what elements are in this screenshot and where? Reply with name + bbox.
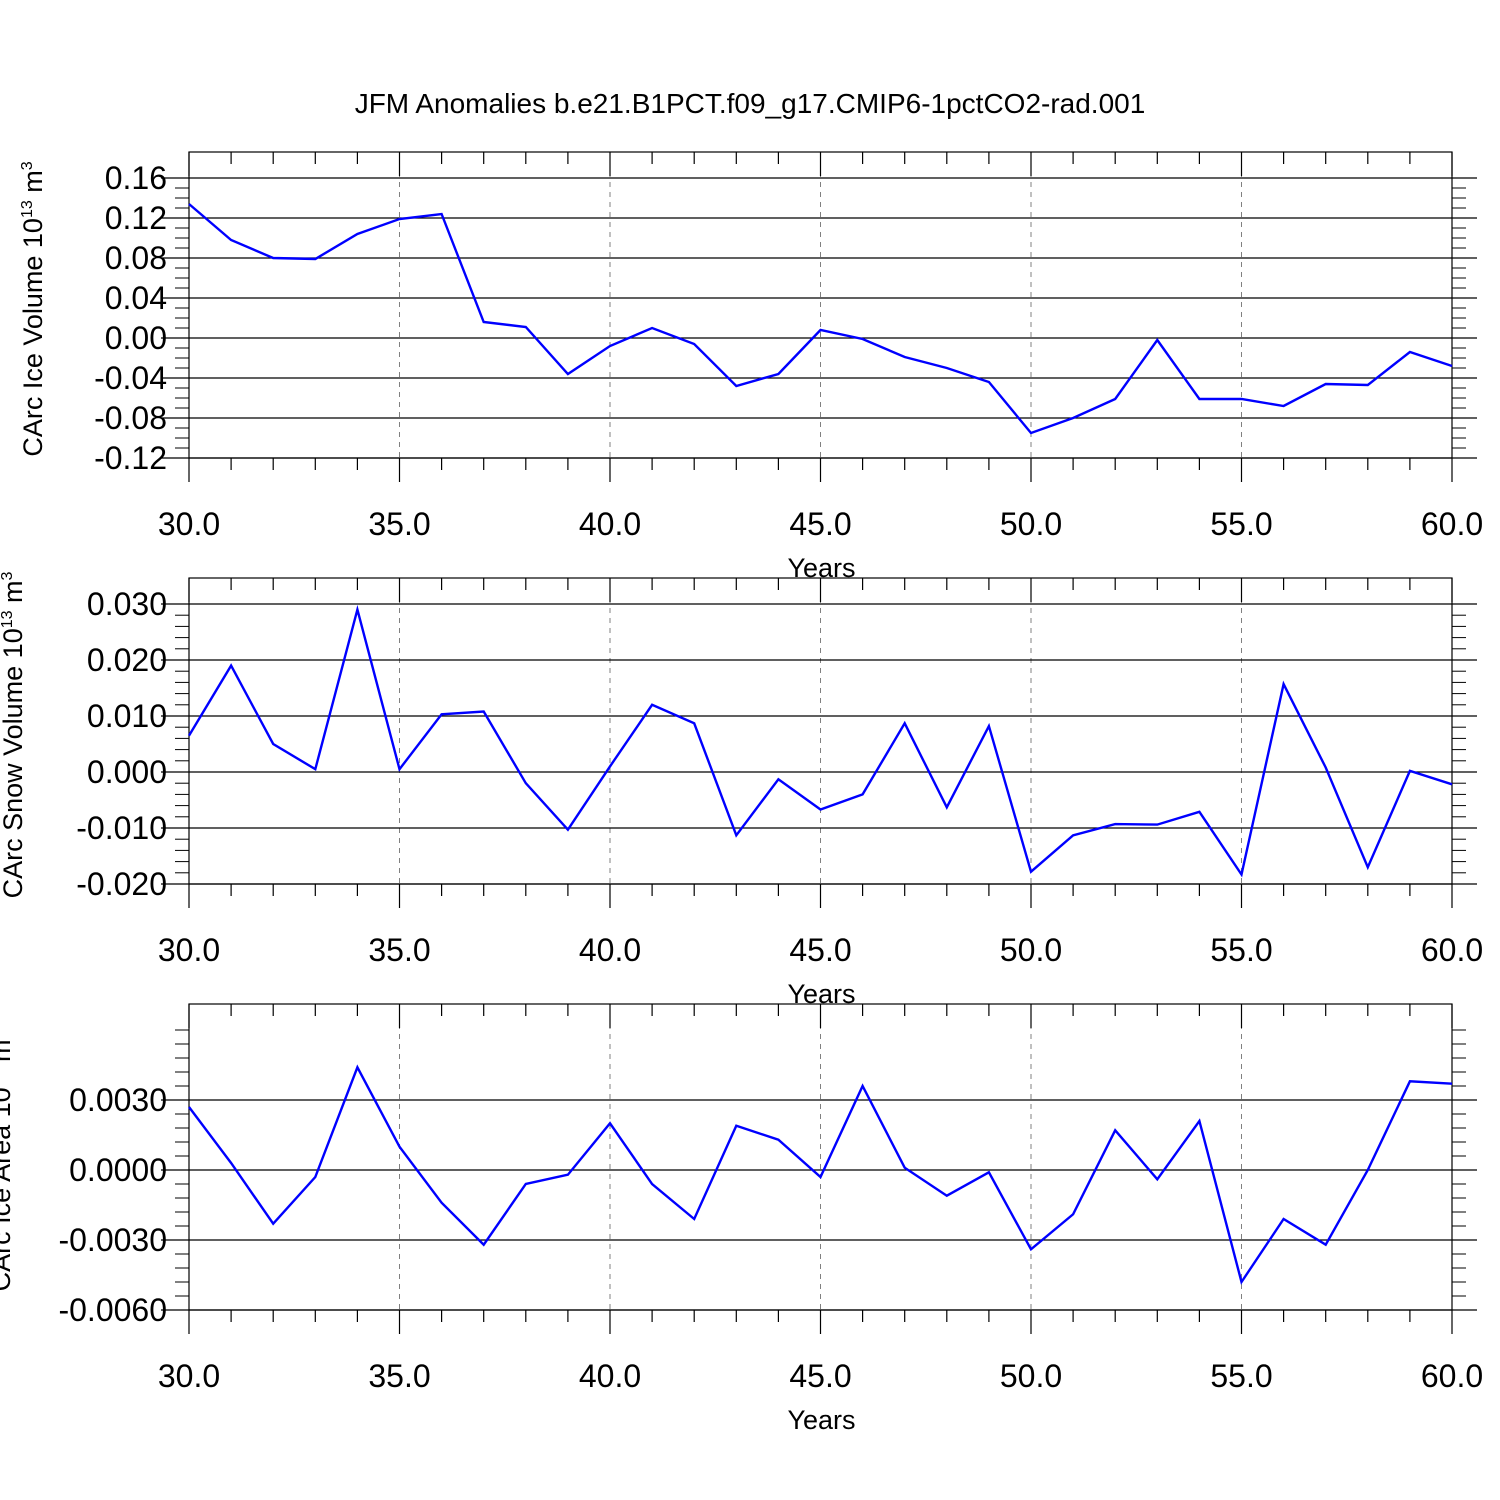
y-tick-label: 0.010 — [87, 698, 167, 734]
x-tick-label: 50.0 — [1000, 932, 1062, 968]
x-tick-label: 50.0 — [1000, 1358, 1062, 1394]
x-tick-label: 40.0 — [579, 932, 641, 968]
y-tick-label: 0.0030 — [69, 1082, 167, 1118]
y-axis-label: CArc Ice Volume 1013 m3 — [18, 161, 48, 456]
panel-1: 30.0 35.0 40.0 45.0 50.0 55.0 60.0 -0.12 -0.08 -0… — [18, 151, 1483, 583]
x-tick-label: 60.0 — [1421, 1358, 1483, 1394]
x-tick-label: 55.0 — [1210, 932, 1272, 968]
y-tick-label: -0.04 — [94, 360, 167, 396]
x-tick-label: 55.0 — [1210, 506, 1272, 542]
y-tick-label: -0.010 — [76, 810, 167, 846]
x-tick-label: 30.0 — [158, 506, 220, 542]
y-tick-label: 0.12 — [105, 200, 167, 236]
y-tick-label: 0.00 — [105, 320, 167, 356]
x-tick-label: 45.0 — [789, 932, 851, 968]
x-tick-label: 60.0 — [1421, 506, 1483, 542]
y-tick-label: -0.08 — [94, 400, 167, 436]
chart-title: JFM Anomalies b.e21.B1PCT.f09_g17.CMIP6-… — [354, 88, 1146, 119]
y-tick-label: 0.16 — [105, 160, 167, 196]
y-tick-label: 0.0000 — [69, 1152, 167, 1188]
panel-3: 30.0 35.0 40.0 45.0 50.0 55.0 60.0 -0.0060 -0.00… — [0, 1003, 1483, 1435]
x-tick-label: 40.0 — [579, 506, 641, 542]
y-tick-label: -0.0060 — [58, 1292, 167, 1328]
y-tick-label: 0.020 — [87, 642, 167, 678]
y-tick-label: 0.030 — [87, 586, 167, 622]
y-tick-label: 0.04 — [105, 280, 167, 316]
x-tick-label: 30.0 — [158, 932, 220, 968]
data-series-line — [188, 203, 1453, 435]
x-tick-label: 55.0 — [1210, 1358, 1272, 1394]
y-tick-label: -0.020 — [76, 866, 167, 902]
y-tick-label: -0.0030 — [58, 1222, 167, 1258]
y-tick-label: -0.12 — [94, 440, 167, 476]
x-tick-label: 60.0 — [1421, 932, 1483, 968]
x-tick-label: 35.0 — [368, 1358, 430, 1394]
y-axis-label: CArc Ice Area 1013 m2 — [0, 1031, 16, 1292]
x-tick-label: 45.0 — [789, 1358, 851, 1394]
x-tick-label: 30.0 — [158, 1358, 220, 1394]
y-tick-label: 0.08 — [105, 240, 167, 276]
x-tick-label: 40.0 — [579, 1358, 641, 1394]
x-tick-label: 45.0 — [789, 506, 851, 542]
panel-2: 30.0 35.0 40.0 45.0 50.0 55.0 60.0 -0.020 -0.010… — [0, 571, 1483, 1009]
x-tick-label: 50.0 — [1000, 506, 1062, 542]
x-axis-label: Years — [787, 1405, 855, 1435]
x-tick-label: 35.0 — [368, 932, 430, 968]
y-axis-label: CArc Snow Volume 1013 m3 — [0, 571, 28, 898]
y-tick-label: 0.000 — [87, 754, 167, 790]
x-tick-label: 35.0 — [368, 506, 430, 542]
